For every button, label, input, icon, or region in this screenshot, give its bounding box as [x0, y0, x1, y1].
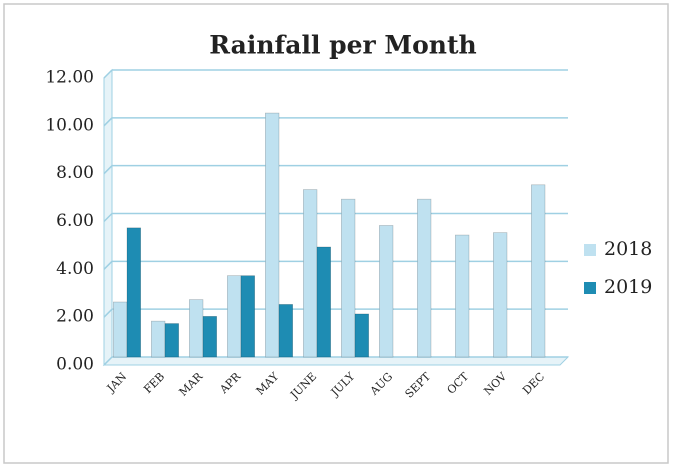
- y-tick-label: 4.00: [56, 259, 94, 279]
- y-tick-label: 2.00: [56, 307, 94, 327]
- floor: [102, 356, 570, 366]
- bar: [354, 313, 369, 358]
- bar: [455, 234, 470, 358]
- legend-swatch: [584, 282, 596, 294]
- bar: [531, 184, 546, 358]
- grid-line-depth: [103, 308, 113, 318]
- y-tick-label: 10.00: [45, 115, 94, 135]
- grid-line-depth: [103, 117, 113, 127]
- y-tick-label: 6.00: [56, 211, 94, 231]
- grid-line-depth: [103, 165, 113, 175]
- bar: [379, 225, 394, 358]
- bar: [493, 232, 508, 358]
- bar: [126, 227, 141, 358]
- bar: [189, 299, 204, 358]
- bar: [265, 112, 280, 358]
- chart-frame: [3, 3, 669, 464]
- bar: [151, 320, 166, 358]
- grid-line-depth: [103, 212, 113, 223]
- bar: [341, 198, 356, 358]
- y-tick-label: 8.00: [56, 163, 94, 183]
- legend-swatch: [584, 244, 596, 256]
- bar: [278, 304, 293, 358]
- chart-title: Rainfall per Month: [209, 31, 476, 60]
- y-tick-label: 0.00: [56, 355, 94, 375]
- bar: [316, 246, 331, 358]
- bar: [164, 323, 179, 358]
- legend-label: 2019: [604, 276, 652, 298]
- legend-label: 2018: [604, 238, 652, 260]
- grid-line-depth: [103, 260, 113, 270]
- bar: [227, 275, 242, 358]
- bar: [240, 275, 255, 358]
- bar: [113, 301, 128, 358]
- bar: [417, 198, 432, 358]
- grid-line-depth: [103, 356, 113, 366]
- grid-line-depth: [103, 69, 113, 79]
- y-tick-label: 12.00: [45, 68, 94, 88]
- bar: [202, 316, 217, 358]
- bar: [303, 189, 318, 358]
